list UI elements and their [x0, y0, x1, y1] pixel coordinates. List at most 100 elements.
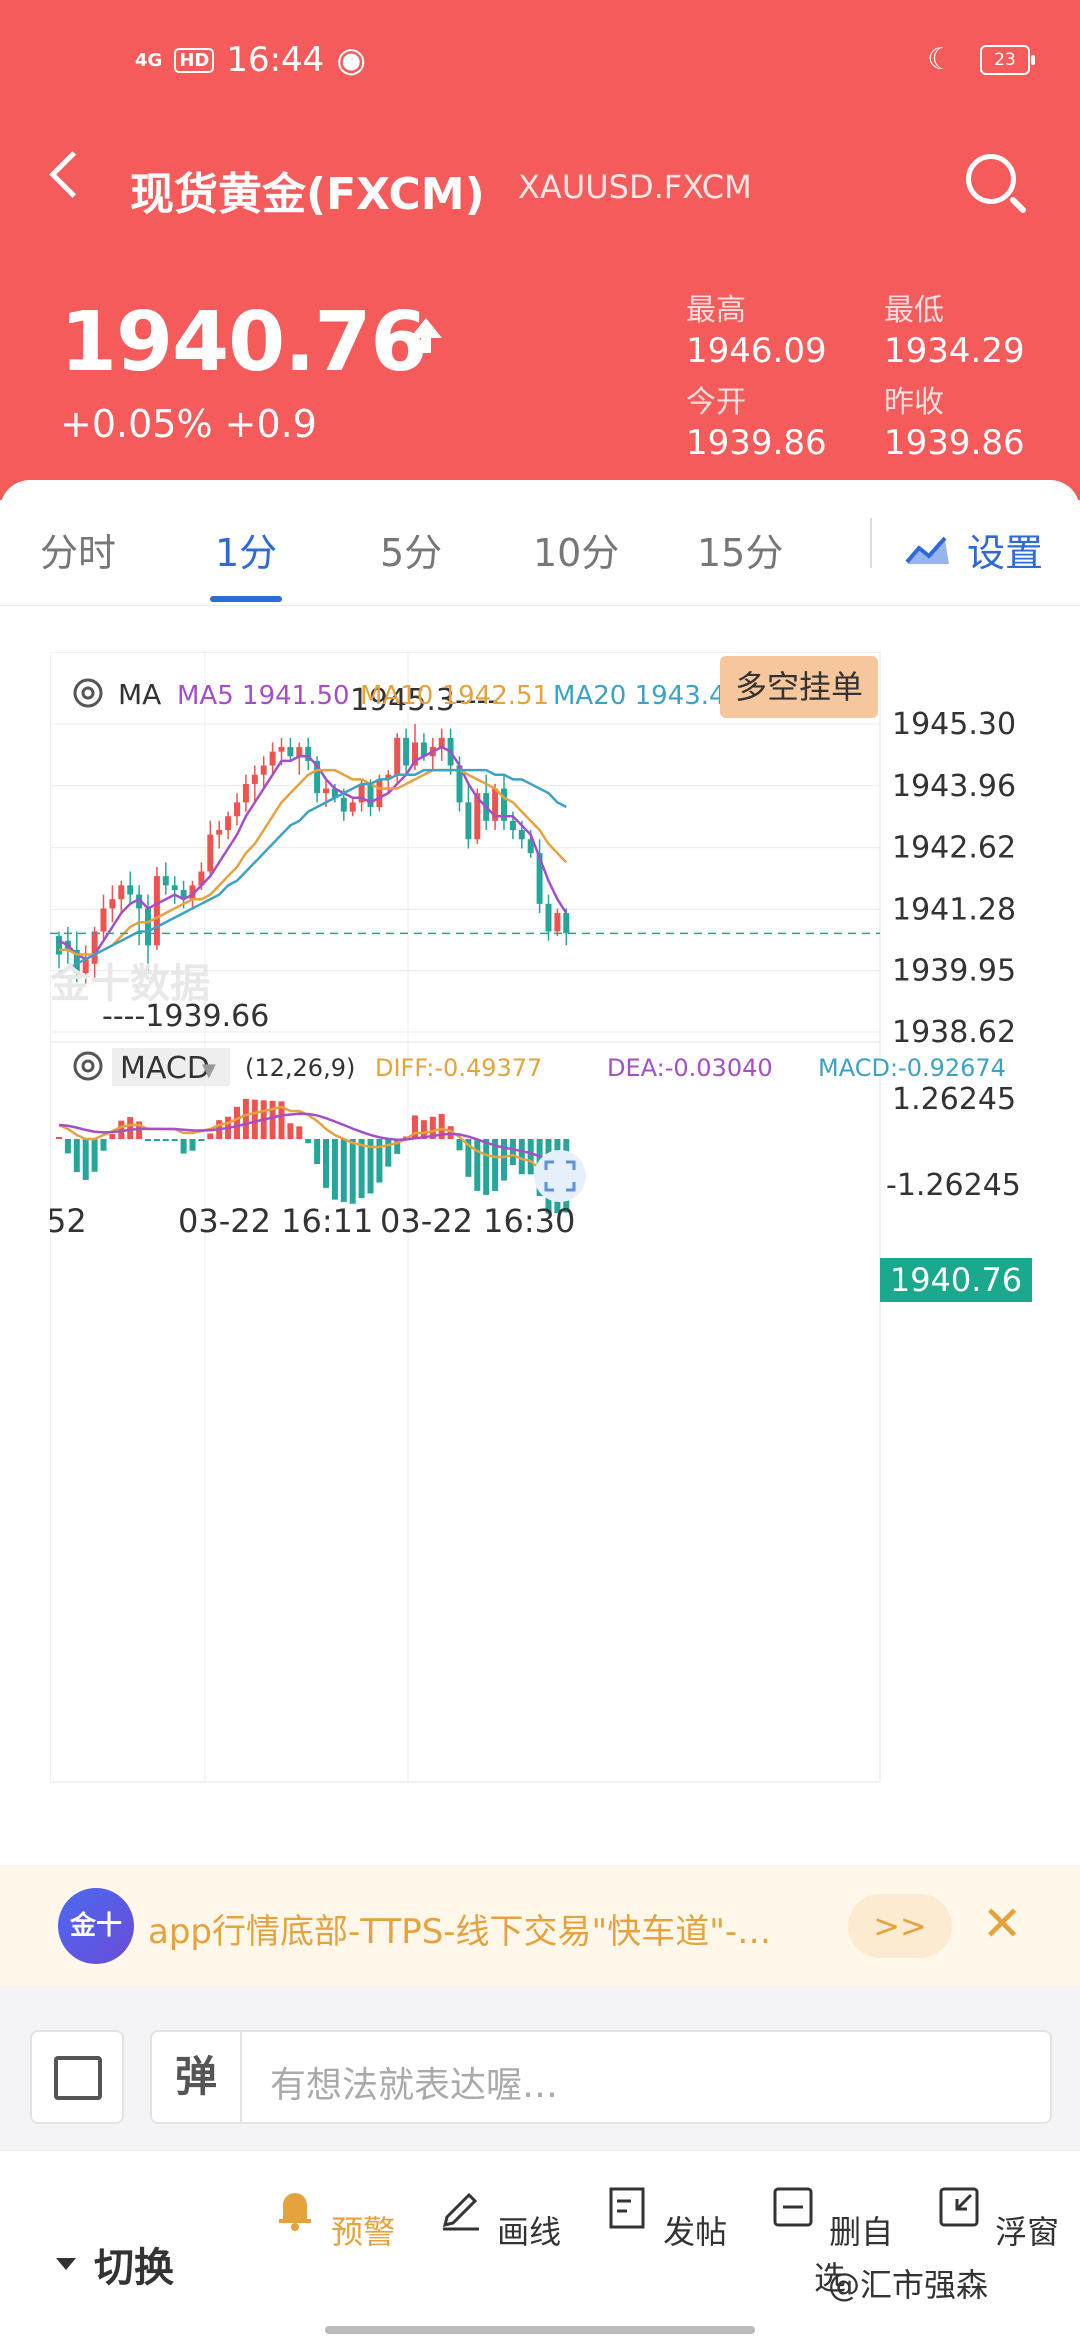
price-change: +0.05% +0.9	[60, 402, 317, 446]
current-price-tag: 1940.76	[880, 1258, 1032, 1302]
candle-body	[127, 885, 134, 895]
tab-15min[interactable]: 15分	[697, 531, 784, 575]
macd-bar	[118, 1120, 125, 1139]
macd-gear-icon[interactable]	[73, 1051, 103, 1081]
candle-body	[323, 788, 329, 794]
chevron-down-icon: ▼	[202, 1060, 216, 1081]
ma-legend: MA MA5 1941.50 MA10 1942.51 MA20 1943.47	[73, 678, 742, 711]
macd-bar	[234, 1106, 240, 1139]
candle-body	[56, 936, 62, 955]
candle-body	[136, 894, 143, 909]
macd-bar	[456, 1139, 463, 1151]
y-tick-label: 1938.62	[892, 1015, 1016, 1050]
duokong-order-button[interactable]: 多空挂单	[720, 656, 878, 718]
tab-1min[interactable]: 1分	[215, 531, 278, 575]
candle-body	[251, 774, 258, 784]
stat-prev-close: 昨收 1939.86	[884, 385, 1025, 463]
macd-bar	[64, 1139, 71, 1154]
macd-bar	[447, 1126, 454, 1139]
home-indicator[interactable]	[325, 2326, 755, 2334]
candle-body	[518, 830, 525, 840]
settings-button[interactable]: 设置	[905, 522, 1043, 577]
candle-body	[260, 765, 267, 775]
macd-bar	[438, 1113, 445, 1139]
candle-body	[314, 760, 321, 794]
ma5-line	[58, 745, 568, 961]
post-button[interactable]: 发帖	[594, 2181, 734, 2253]
tab-timeshare[interactable]: 分时	[40, 531, 117, 575]
weibo-icon: ◉	[336, 40, 366, 80]
candle-body	[296, 747, 303, 757]
candle-body	[287, 747, 294, 757]
hd-badge: HD	[174, 47, 215, 73]
up-arrow-icon	[410, 318, 442, 353]
danmu-toggle-icon[interactable]: 弹	[152, 2032, 242, 2122]
comment-input[interactable]: 弹 有想法就表达喔…	[150, 2030, 1052, 2124]
fullscreen-icon[interactable]	[534, 1150, 586, 1202]
candlestick-chart[interactable]: 1945.30 1943.96 1942.62 1941.28 1939.95 1938.…	[50, 652, 1080, 1852]
macd-selector[interactable]	[112, 1048, 230, 1086]
candle-body	[225, 816, 232, 831]
candle-body	[474, 793, 481, 840]
float-window-icon	[939, 2187, 979, 2227]
low-marker: ----1939.66	[102, 999, 269, 1034]
alert-button[interactable]: 预警	[262, 2181, 402, 2253]
ma10-label: MA10 1942.51	[360, 681, 549, 711]
candle-body	[305, 747, 312, 761]
search-icon[interactable]	[966, 154, 1016, 204]
tab-5min[interactable]: 5分	[380, 531, 443, 575]
candle-body	[278, 747, 285, 752]
candle-body	[340, 797, 347, 812]
ma-label: MA	[118, 678, 161, 711]
candle-body	[145, 908, 151, 946]
candle-body	[100, 908, 107, 932]
y-tick-label: 1945.30	[892, 707, 1016, 742]
promo-banner[interactable]: 金十 app行情底部-TTPS-线下交易"快车道"-… >> ✕	[0, 1866, 1080, 1986]
macd-bar	[501, 1139, 507, 1181]
macd-bar	[91, 1139, 98, 1172]
y-tick-label: 1943.96	[892, 769, 1016, 804]
macd-tick-top: 1.26245	[892, 1082, 1016, 1117]
calendar-icon[interactable]	[30, 2030, 124, 2124]
float-window-button[interactable]: 浮窗	[926, 2181, 1066, 2253]
macd-bar	[56, 1137, 62, 1139]
candle-body	[180, 889, 187, 900]
chart-frame	[50, 652, 881, 1783]
candle-body	[563, 913, 570, 934]
switch-button[interactable]: 切换	[56, 2235, 174, 2293]
candle-body	[118, 885, 125, 900]
ma5-label: MA5 1941.50	[177, 681, 350, 711]
draw-line-button[interactable]: 画线	[428, 2181, 568, 2253]
macd-value: MACD:-0.92674	[818, 1054, 1006, 1082]
nav-bar: 现货黄金(FXCM) XAUUSD.FXCM	[0, 140, 1080, 230]
banner-text[interactable]: app行情底部-TTPS-线下交易"快车道"-…	[148, 1912, 772, 1952]
diff-line	[58, 1105, 567, 1187]
x-tick-label: 03-22 16:30	[380, 1202, 575, 1240]
network-indicator: 4G	[135, 49, 163, 71]
close-icon[interactable]: ✕	[982, 1896, 1023, 1952]
candle-body	[536, 853, 543, 904]
tab-10min[interactable]: 10分	[533, 531, 620, 575]
macd-bar	[367, 1139, 374, 1194]
macd-bar	[349, 1139, 356, 1204]
candle-body	[394, 737, 401, 775]
edit-doc-icon	[609, 2187, 645, 2229]
banner-more-button[interactable]: >>	[848, 1894, 952, 1958]
macd-bar	[180, 1139, 187, 1154]
macd-bar	[82, 1139, 89, 1180]
candle-body	[527, 839, 534, 854]
tab-divider	[870, 518, 872, 568]
candle-body	[162, 876, 169, 886]
candle-body	[234, 802, 240, 817]
macd-bar	[305, 1139, 312, 1144]
chart-trend-icon	[905, 536, 949, 564]
macd-bar	[127, 1117, 134, 1139]
macd-legend: MACD ▼ (12,26,9) DIFF:-0.49377 DEA:-0.03…	[73, 1048, 1006, 1086]
candle-body	[358, 783, 365, 803]
macd-bar	[331, 1139, 338, 1200]
ma20-label: MA20 1943.47	[553, 681, 742, 711]
back-arrow-icon[interactable]	[49, 151, 96, 198]
candle-body	[545, 903, 552, 932]
gear-icon[interactable]	[73, 678, 103, 708]
remove-watchlist-button[interactable]: 删自选	[760, 2181, 900, 2299]
